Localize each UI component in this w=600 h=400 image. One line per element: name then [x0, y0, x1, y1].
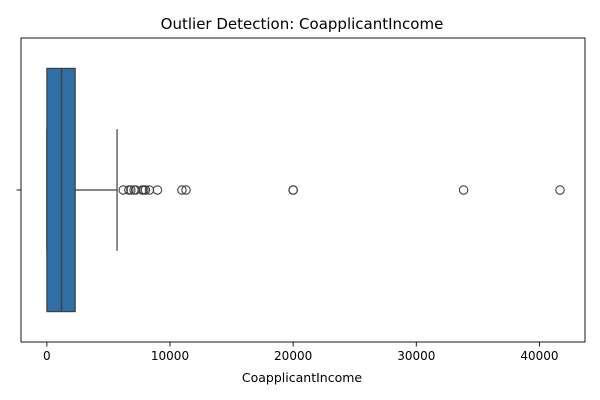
plot-area [46, 67, 565, 313]
x-tick-label: 20000 [274, 349, 312, 363]
outlier-point [555, 185, 565, 195]
outlier-point [288, 185, 298, 195]
outlier-point [126, 185, 136, 195]
outlier-point [152, 185, 163, 195]
x-tick-label: 10000 [151, 349, 189, 363]
x-tick-label: 40000 [520, 349, 558, 363]
outlier-point [458, 185, 469, 195]
outlier-point [140, 185, 151, 195]
outlier-point [118, 185, 128, 195]
x-axis: 0 10000 20000 30000 40000 [43, 342, 559, 363]
x-tick-label: 0 [43, 349, 51, 363]
x-tick-label: 30000 [397, 349, 435, 363]
chart-title: Outlier Detection: CoapplicantIncome [161, 15, 444, 33]
outlier-point [177, 185, 187, 195]
x-axis-label: CoapplicantIncome [242, 370, 363, 385]
outlier-point [181, 185, 191, 195]
